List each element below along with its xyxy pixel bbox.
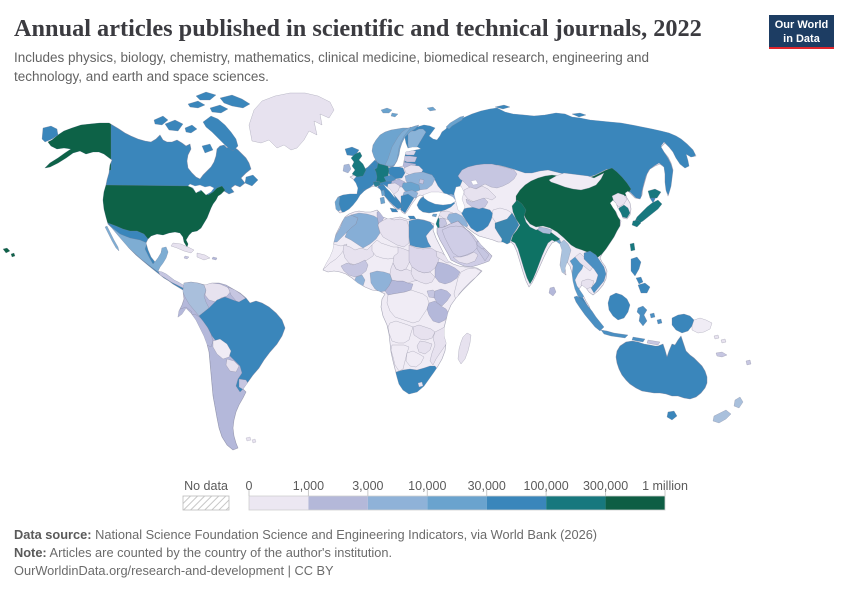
svg-text:100,000: 100,000 — [524, 479, 569, 493]
svg-text:30,000: 30,000 — [468, 479, 506, 493]
svg-text:3,000: 3,000 — [352, 479, 383, 493]
svg-text:10,000: 10,000 — [408, 479, 446, 493]
svg-text:1,000: 1,000 — [293, 479, 324, 493]
svg-text:No data: No data — [184, 479, 228, 493]
svg-text:300,000: 300,000 — [583, 479, 628, 493]
svg-text:0: 0 — [246, 479, 253, 493]
svg-text:1 million: 1 million — [642, 479, 688, 493]
